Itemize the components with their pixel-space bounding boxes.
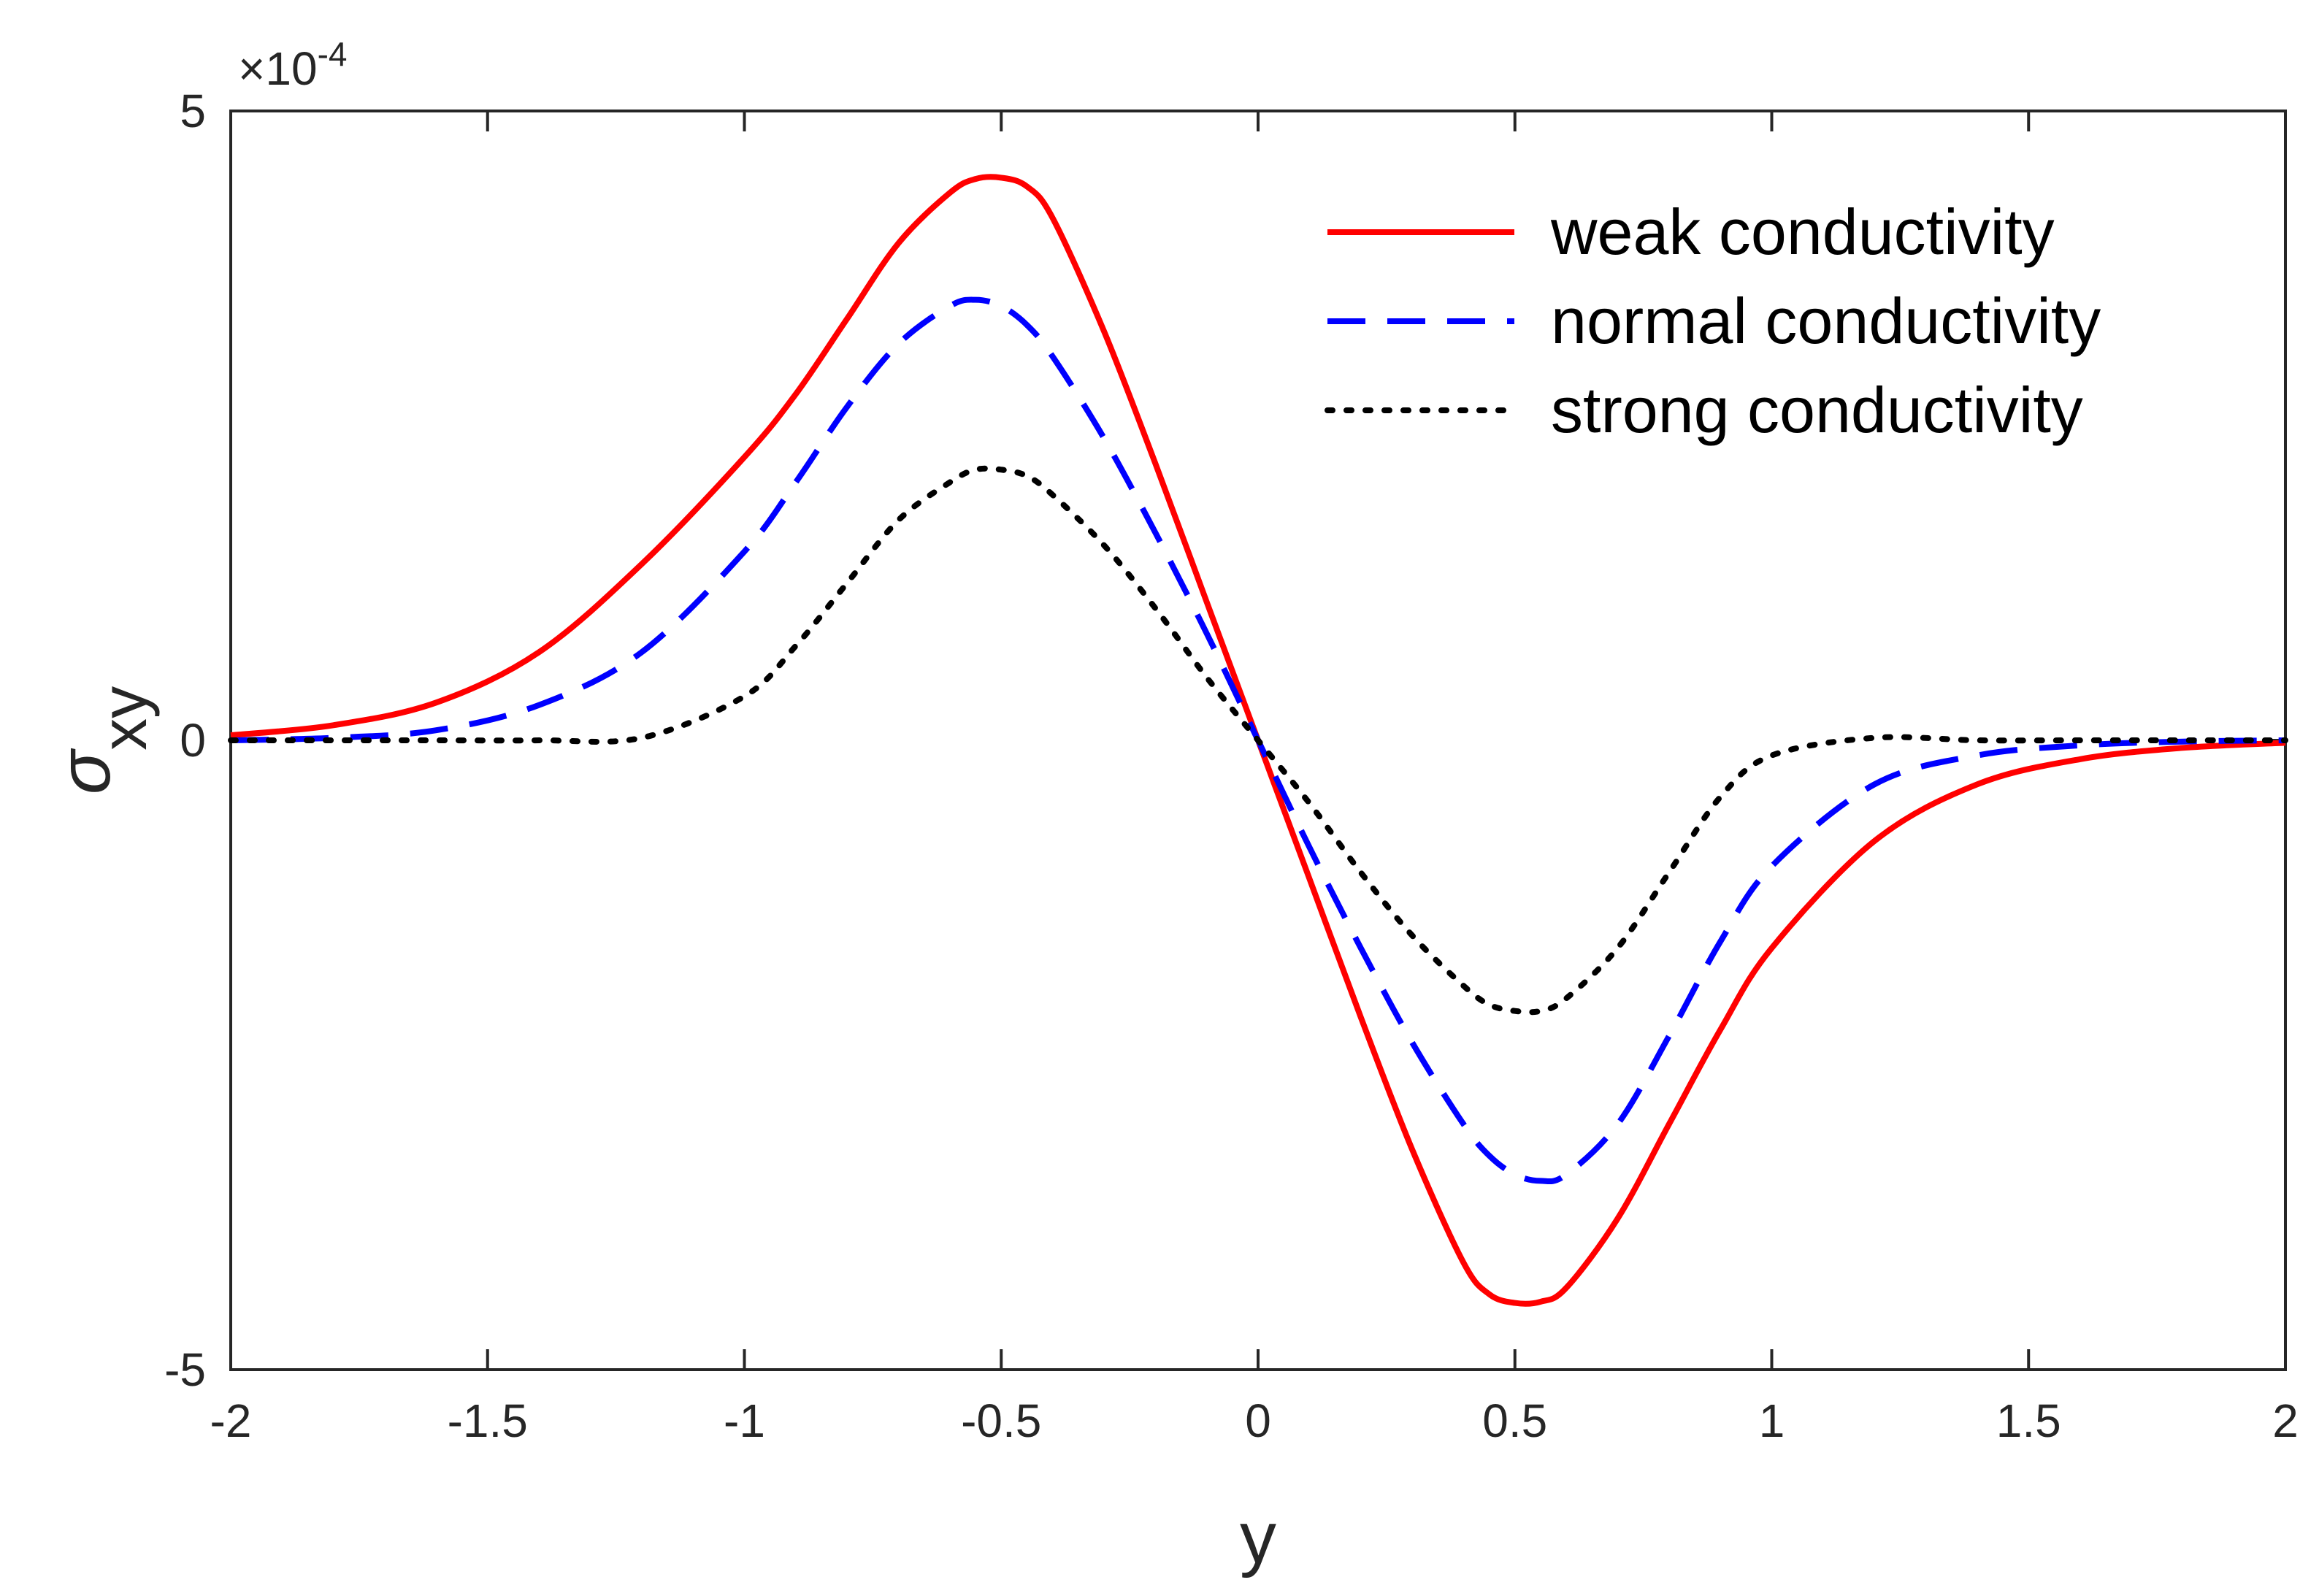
series-lines	[228, 174, 2288, 1307]
y-tick-label: 0	[180, 714, 206, 767]
legend: weak conductivity normal conductivity stro…	[1325, 196, 2101, 446]
y-axis-label-symbol: σ	[44, 748, 126, 794]
x-tick-label: 0	[1245, 1394, 1271, 1447]
x-tick-label: 1	[1759, 1394, 1785, 1447]
x-tick-label: -1.5	[448, 1394, 528, 1447]
x-axis-label: y	[1240, 1497, 1276, 1578]
plot-area: -2 -1.5 -1 -0.5 0 0.5 1 1.5 2 -5 0 5	[164, 85, 2299, 1447]
x-tick-label: -2	[210, 1394, 252, 1447]
y-axis-ticks: -5 0 5	[164, 85, 2285, 1396]
legend-label-weak: weak conductivity	[1550, 196, 2055, 268]
x-axis-ticks: -2 -1.5 -1 -0.5 0 0.5 1 1.5 2	[210, 111, 2299, 1447]
x-tick-label: 2	[2272, 1394, 2299, 1447]
x-tick-label: 0.5	[1482, 1394, 1547, 1447]
series-line-strong	[228, 465, 2288, 1016]
exponent-multiplier: ×10	[238, 42, 318, 95]
legend-label-strong: strong conductivity	[1551, 374, 2083, 446]
x-tick-label: 1.5	[1996, 1394, 2061, 1447]
y-axis-label: σxy	[44, 686, 160, 794]
exponent-power: -4	[318, 35, 348, 73]
y-tick-label: 5	[180, 85, 206, 137]
y-axis-exponent: ×10-4	[238, 35, 347, 95]
y-axis-label-subscript: xy	[88, 686, 160, 751]
y-tick-label: -5	[164, 1343, 206, 1396]
x-tick-label: -0.5	[961, 1394, 1041, 1447]
x-tick-label: -1	[724, 1394, 765, 1447]
legend-label-normal: normal conductivity	[1551, 285, 2101, 357]
